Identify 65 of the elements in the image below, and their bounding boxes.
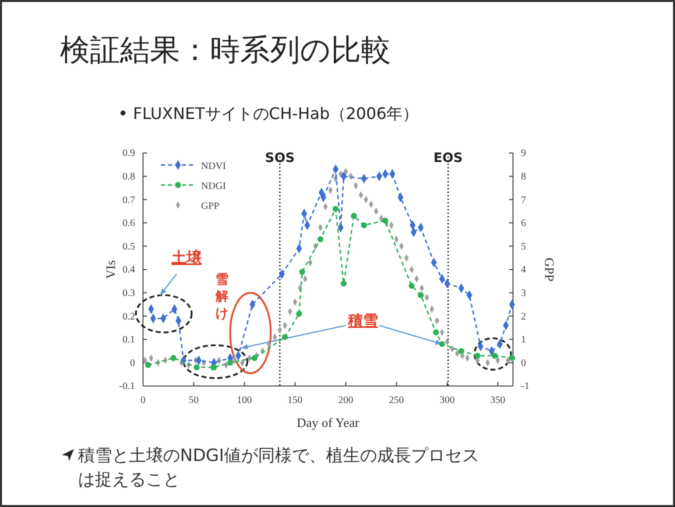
x-axis-title: Day of Year [296,415,360,430]
x-tick-label: 250 [388,395,404,406]
y-tick-label: 0.2 [122,311,135,322]
annotation: 雪解け [214,272,229,322]
point [296,310,302,317]
y-axis-title: VIs [103,260,118,279]
ref-line-label: SOS [264,151,295,166]
point [350,212,357,219]
point [252,355,258,362]
point [418,292,424,298]
text: 積雪と土壌のNDGI値が同様で、植生の成長プロセスは捉えること [78,446,479,490]
point [458,348,464,354]
point [432,329,439,336]
point [194,364,200,370]
y2-axis-title: GPP [542,258,557,282]
y2-tick-label: 1 [521,334,526,346]
y-tick-label: 0.8 [122,172,135,182]
legend-label: NDVI [201,161,226,172]
legend-label: GPP [201,201,220,212]
y2-tick-label: 5 [521,241,526,252]
x-tick-label: 300 [440,395,455,406]
y-tick-label: 0.9 [122,148,135,160]
point [361,222,367,228]
point [439,341,446,348]
y2-tick-label: 4 [521,264,526,276]
point [408,282,415,289]
y-tick-label: 0.6 [122,218,135,230]
point [282,334,288,340]
annotation: 積雪 [346,311,378,330]
point [340,280,347,286]
point [210,364,217,370]
y2-tick-label: 8 [521,172,526,182]
chart-subtitle: FLUXNETサイトのCH-Hab（2006年） [133,104,419,123]
point [317,236,324,242]
x-tick-label: 50 [188,395,199,406]
y-tick-label: 0 [130,358,135,369]
point [492,352,498,359]
y-tick-label: 0.3 [122,288,135,299]
y-tick-label: -0.1 [119,381,135,392]
y2-tick-label: 9 [521,148,526,160]
point [332,206,339,212]
y2-tick-label: -1 [521,381,530,392]
y2-tick-label: 7 [521,194,526,206]
y2-tick-label: 2 [521,311,526,322]
point [474,352,481,359]
y-tick-label: 0.5 [122,241,135,252]
point [382,218,388,224]
y2-tick-label: 0 [521,358,526,369]
ref-line-label: EOS [433,151,463,166]
chart-title: 検証結果：時系列の比較 [60,33,391,68]
point [299,268,306,275]
x-tick-label: 200 [338,395,354,406]
x-tick-label: 0 [140,395,146,406]
x-tick-label: 350 [490,395,506,406]
y-tick-label: 0.4 [122,264,135,276]
y-tick-label: 0.1 [122,334,135,346]
y-tick-label: 0.7 [122,194,135,206]
legend-label: NDGI [201,181,226,192]
x-tick-label: 150 [288,395,303,406]
y2-tick-label: 6 [521,218,526,230]
point [227,360,234,366]
point [145,362,152,368]
y2-tick-label: 3 [521,288,526,299]
x-tick-label: 100 [236,395,252,406]
annotation: 土壌 [170,248,203,267]
